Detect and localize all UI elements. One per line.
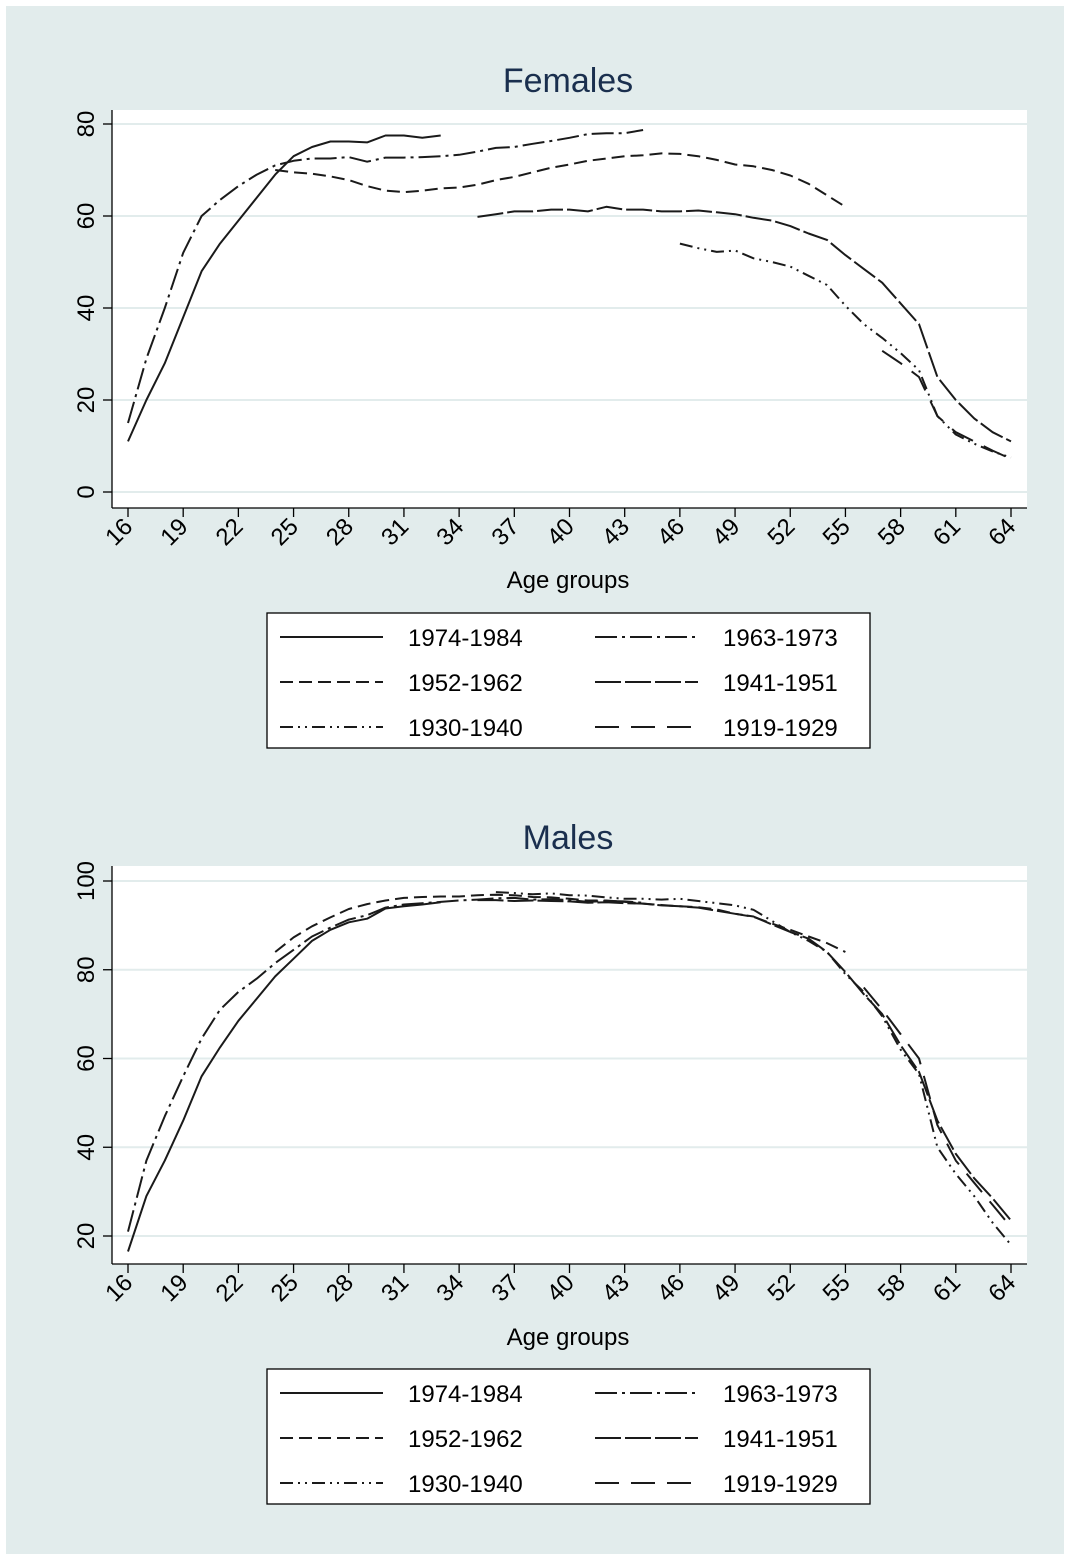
x-tick-label: 52 xyxy=(763,513,801,551)
chart-title: Females xyxy=(503,62,633,100)
legend-label: 1930-1940 xyxy=(408,1471,523,1498)
legend-label: 1974-1984 xyxy=(408,625,523,652)
series-line xyxy=(127,134,441,442)
x-tick-label: 16 xyxy=(100,513,138,551)
legend-box xyxy=(266,612,871,749)
y-tick-label: 20 xyxy=(73,1223,100,1250)
y-tick-label: 60 xyxy=(73,1045,100,1072)
x-tick-label: 16 xyxy=(100,1269,138,1307)
x-tick-label: 52 xyxy=(763,1269,801,1307)
x-tick-label: 22 xyxy=(211,513,249,551)
chart-title: Males xyxy=(523,819,614,857)
x-tick-label: 19 xyxy=(155,1269,193,1307)
y-tick-label: 80 xyxy=(73,956,100,983)
y-tick-label: 0 xyxy=(73,485,100,498)
legend-label: 1963-1973 xyxy=(723,1381,838,1408)
series-line xyxy=(274,893,846,953)
y-tick-label: 80 xyxy=(73,111,100,138)
y-tick-label: 60 xyxy=(73,203,100,230)
series-line xyxy=(863,986,1012,1228)
series-line xyxy=(127,896,644,1232)
series-line xyxy=(495,891,1012,1246)
series-line xyxy=(127,129,644,424)
x-tick-label: 28 xyxy=(321,513,359,551)
series-line xyxy=(127,901,441,1252)
series-line xyxy=(679,242,1012,459)
x-tick-label: 19 xyxy=(155,513,193,551)
x-tick-label: 34 xyxy=(431,513,469,551)
x-tick-label: 61 xyxy=(928,1269,966,1307)
females-panel: Females 0 20 40 60 80 16 19 22 25 28 31 34 37 40 43 46… xyxy=(73,62,1027,749)
x-tick-label: 34 xyxy=(431,1269,469,1307)
legend-label: 1974-1984 xyxy=(408,1381,523,1408)
x-tick-label: 46 xyxy=(652,1269,690,1307)
x-tick-label: 40 xyxy=(542,1269,580,1307)
x-tick-label: 49 xyxy=(707,1269,745,1307)
x-axis-label: Age groups xyxy=(507,1324,630,1351)
x-tick-label: 37 xyxy=(487,1269,525,1307)
series-line xyxy=(275,152,846,208)
x-tick-label: 25 xyxy=(266,1269,304,1307)
males-panel: Males 20 40 60 80 100 16 19 22 25 28 31 34 37 40 43 46… xyxy=(73,819,1027,1505)
x-tick-label: 37 xyxy=(487,513,525,551)
x-tick-label: 64 xyxy=(983,1269,1021,1307)
x-tick-label: 46 xyxy=(652,513,690,551)
legend-box xyxy=(266,1368,871,1505)
y-tick-label: 40 xyxy=(73,1134,100,1161)
series-line xyxy=(881,349,1012,460)
y-tick-label: 20 xyxy=(73,387,100,414)
x-tick-label: 55 xyxy=(818,513,856,551)
legend-label: 1919-1929 xyxy=(723,1471,838,1498)
x-tick-label: 58 xyxy=(873,513,911,551)
x-tick-label: 43 xyxy=(597,1269,635,1307)
y-tick-label: 100 xyxy=(73,861,100,901)
legend-label: 1963-1973 xyxy=(723,625,838,652)
x-tick-label: 40 xyxy=(542,513,580,551)
x-tick-label: 31 xyxy=(376,513,414,551)
legend-label: 1930-1940 xyxy=(408,715,523,742)
series-line xyxy=(477,899,1012,1222)
x-tick-label: 28 xyxy=(321,1269,359,1307)
x-tick-label: 61 xyxy=(928,513,966,551)
x-tick-label: 55 xyxy=(818,1269,856,1307)
y-tick-label: 40 xyxy=(73,295,100,322)
x-tick-label: 22 xyxy=(211,1269,249,1307)
x-tick-label: 49 xyxy=(707,513,745,551)
legend-label: 1941-1951 xyxy=(723,670,838,697)
legend-label: 1919-1929 xyxy=(723,715,838,742)
x-axis-label: Age groups xyxy=(507,567,630,594)
plot-area xyxy=(112,866,1027,1264)
x-tick-label: 31 xyxy=(376,1269,414,1307)
series-line xyxy=(477,205,1012,443)
legend-label: 1952-1962 xyxy=(408,670,523,697)
x-tick-label: 43 xyxy=(597,513,635,551)
x-tick-label: 25 xyxy=(266,513,304,551)
x-tick-label: 58 xyxy=(873,1269,911,1307)
x-tick-label: 64 xyxy=(983,513,1021,551)
legend-label: 1941-1951 xyxy=(723,1426,838,1453)
legend-label: 1952-1962 xyxy=(408,1426,523,1453)
